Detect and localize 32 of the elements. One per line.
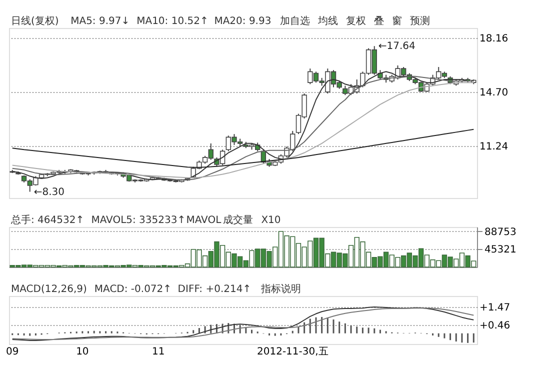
text: MA5: 9.97↓: [70, 16, 130, 27]
text: MA10: 10.52↑: [136, 16, 208, 27]
text: 成交量: [223, 214, 254, 226]
text: 复权: [346, 15, 366, 27]
text: DIFF: +0.214↑: [178, 284, 252, 295]
x-tick-label: 10: [76, 346, 89, 358]
y-tick-label: 18.16: [480, 33, 508, 44]
text: MAVOL5: 335233↑: [91, 215, 186, 226]
y-tick-label: 11.24: [480, 141, 508, 152]
annotation: ←17.64: [378, 41, 416, 52]
text: 叠: [374, 16, 384, 27]
x-tick-label: 11: [152, 346, 165, 358]
text: 预测: [410, 15, 430, 27]
y-tick-label: +0.46: [480, 320, 510, 332]
y-tick-label: 45321: [484, 244, 516, 256]
text: MA20: 9.93: [214, 16, 272, 27]
text: 日线(复权): [11, 15, 59, 27]
y-tick-label: 88753: [484, 227, 516, 238]
text: MACD: -0.072↑: [94, 284, 172, 295]
text: MACD(12,26,9): [11, 284, 88, 295]
y-tick-label: +1.47: [480, 302, 510, 314]
text: 加自选: [280, 15, 310, 27]
text: 窗: [392, 15, 402, 27]
text: 总手: 464532↑: [10, 214, 84, 226]
annotation: ←8.30: [34, 186, 65, 198]
x-tick-label: 2012-11-30,五: [256, 346, 328, 358]
text: 均线: [317, 15, 338, 27]
y-tick-label: 14.70: [480, 87, 508, 98]
text: 指标说明: [260, 283, 302, 295]
text: X10: [261, 215, 281, 226]
x-tick-label: 09: [6, 346, 19, 358]
text: MAVOL: [186, 215, 222, 226]
